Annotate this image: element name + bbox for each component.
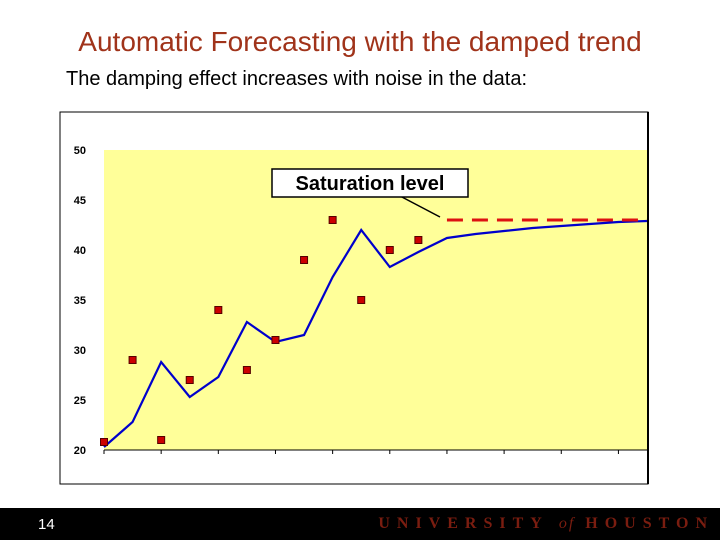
data-point — [242, 366, 251, 374]
data-point — [357, 296, 366, 304]
data-points — [100, 216, 423, 446]
y-axis-ticks: 20 25 30 35 40 45 50 — [74, 145, 86, 457]
data-point — [157, 436, 166, 444]
callout-box — [271, 168, 469, 198]
slide-number: 14 — [38, 516, 55, 533]
y-tick-label: 40 — [74, 245, 86, 257]
data-point — [185, 376, 194, 384]
data-point — [328, 216, 337, 224]
y-tick-label: 25 — [74, 395, 86, 407]
data-point — [128, 356, 137, 364]
x-axis-ticks — [103, 450, 619, 454]
y-tick-label: 30 — [74, 345, 86, 357]
plot-area — [104, 150, 647, 450]
wordmark-houston: HOUSTON — [585, 515, 714, 532]
data-point — [385, 246, 394, 254]
y-tick-label: 50 — [74, 145, 86, 157]
data-point — [271, 336, 280, 344]
y-tick-label: 35 — [74, 295, 86, 307]
saturation-label: Saturation level — [296, 173, 445, 195]
y-tick-label: 45 — [74, 195, 86, 207]
damped-trend-line — [103, 219, 648, 448]
forecast-chart: 20 25 30 35 40 45 50 Saturation level — [59, 111, 649, 485]
data-point — [214, 306, 223, 314]
data-point — [414, 236, 423, 244]
saturation-callout: Saturation level — [271, 168, 469, 218]
data-point — [300, 256, 309, 264]
wordmark-university: UNIVERSITY — [378, 515, 549, 532]
footer-bar: 14 UNIVERSITY of HOUSTON — [0, 508, 720, 540]
y-tick-label: 20 — [74, 445, 86, 457]
data-point — [100, 438, 108, 446]
university-wordmark: UNIVERSITY of HOUSTON — [378, 515, 714, 533]
callout-pointer — [399, 195, 441, 218]
slide-subtitle: The damping effect increases with noise … — [66, 68, 528, 90]
wordmark-of: of — [558, 515, 576, 532]
slide-title: Automatic Forecasting with the damped tr… — [78, 26, 642, 57]
